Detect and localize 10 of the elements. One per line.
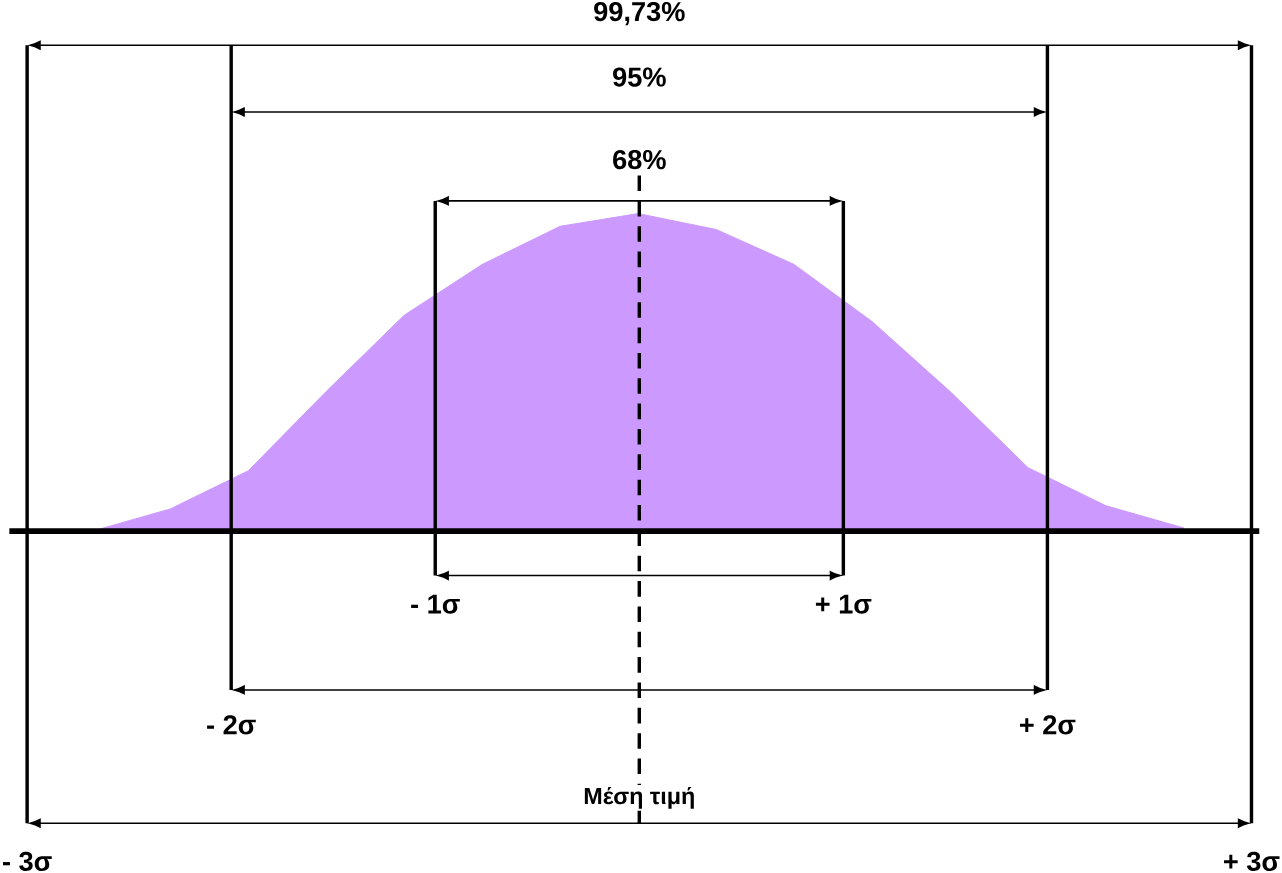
text: 95% <box>613 67 666 87</box>
text: Μέση τιμή <box>584 786 694 809</box>
text: - 2σ <box>207 715 256 735</box>
text: + 1σ <box>815 594 872 614</box>
text: 99,73% <box>594 1 685 26</box>
text: - 3σ <box>3 851 52 872</box>
text: + 3σ <box>1224 851 1280 872</box>
text: - 1σ <box>411 594 460 614</box>
text: + 2σ <box>1019 715 1076 735</box>
text: 68% <box>613 149 666 170</box>
